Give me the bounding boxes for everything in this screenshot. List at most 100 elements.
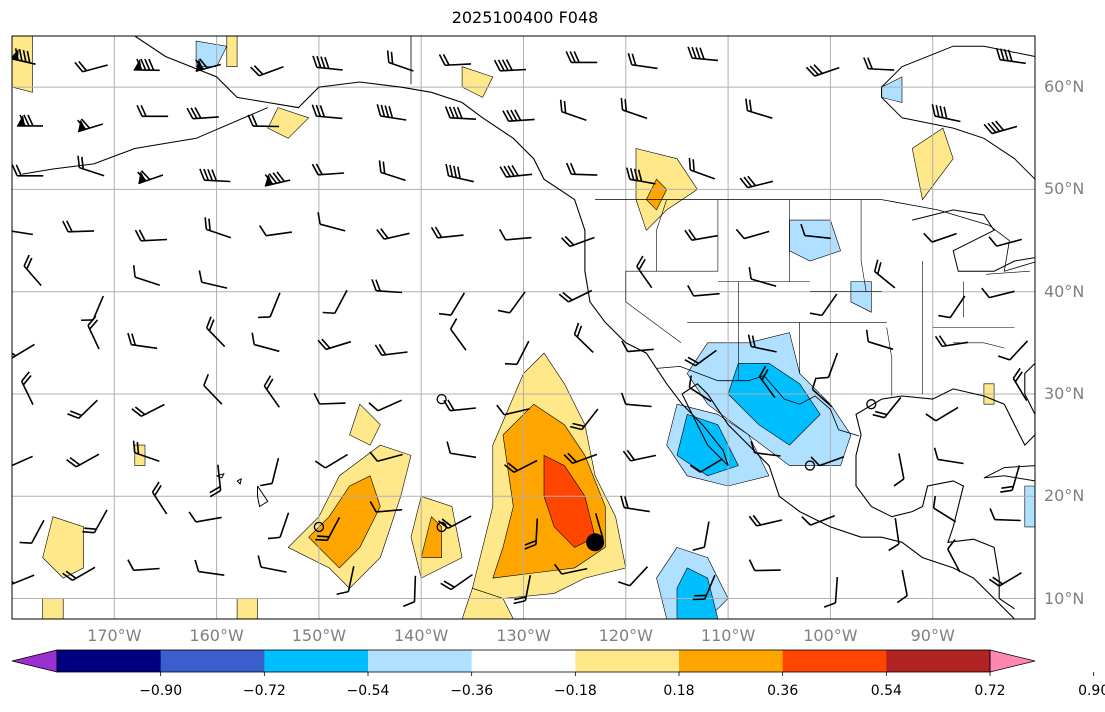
lon-label: 150°W (291, 626, 347, 645)
wind-barb (449, 318, 467, 351)
wind-barb (23, 254, 42, 287)
colorbar-segment (160, 650, 265, 672)
wind-barb (559, 99, 587, 121)
wind-barb (257, 555, 287, 573)
positive-anomaly-area (543, 454, 596, 548)
wind-barb (938, 295, 966, 319)
wind-barb (203, 373, 223, 405)
wind-barb (311, 104, 343, 120)
wind-barb (688, 375, 712, 403)
country-border (656, 365, 860, 437)
wind-barb (446, 441, 477, 459)
state-border (985, 270, 1030, 275)
colorbar-segment (368, 650, 473, 672)
wind-barb (687, 285, 720, 297)
wind-barb (374, 343, 408, 356)
colorbar-tick-label: 0.72 (974, 683, 1006, 699)
lat-label: 30°N (1044, 383, 1085, 403)
wind-barb (735, 228, 770, 240)
wind-barb (127, 332, 158, 350)
wind-barb (934, 335, 969, 348)
wind-barb (311, 163, 345, 176)
wind-barb (688, 157, 716, 180)
wind-barb (504, 340, 530, 366)
wind-barb (622, 449, 657, 462)
wind-barb (247, 114, 280, 128)
colorbar-segment (679, 650, 784, 672)
coastline (881, 45, 1035, 180)
negative-anomaly-area (1024, 485, 1035, 528)
wind-barb (251, 332, 280, 353)
wind-barb (87, 315, 100, 350)
map-frame (11, 35, 1036, 620)
wind-barb (67, 399, 98, 420)
coastline (912, 209, 1035, 272)
wind-barb (989, 508, 1021, 522)
lon-label: 130°W (496, 626, 551, 645)
wind-barb (62, 566, 96, 581)
wind-barb (524, 518, 539, 550)
wind-barb (823, 576, 839, 608)
state-border (860, 199, 867, 292)
wind-barb (692, 574, 716, 601)
wind-barb (563, 452, 598, 465)
wind-barb (995, 47, 1026, 65)
wind-barb (438, 292, 466, 316)
negative-anomaly-area (676, 567, 719, 619)
coastline (134, 36, 1015, 619)
wind-barb (621, 340, 654, 353)
filled-contours (12, 36, 1035, 619)
colorbar-tick-label: −0.36 (450, 683, 494, 699)
wind-barb (925, 406, 959, 422)
wind-barb (748, 266, 777, 287)
wind-barb (627, 52, 658, 70)
wind-barb (443, 399, 476, 412)
wind-barb (314, 453, 349, 469)
positive-anomaly-area (461, 587, 514, 619)
wind-barb (565, 162, 598, 176)
wind-barb (503, 459, 538, 474)
wind-barb (498, 228, 532, 241)
wind-barb (12, 164, 44, 177)
wind-barb (131, 403, 165, 418)
wind-barb (133, 58, 160, 72)
negative-anomaly-area (727, 363, 821, 446)
wind-barb (312, 55, 343, 71)
colorbar-extend-low (11, 649, 58, 673)
positive-anomaly-area (645, 178, 668, 211)
colorbar-segment (575, 650, 680, 672)
wind-barb (565, 51, 598, 64)
wind-barb (636, 255, 653, 289)
wind-barb (739, 175, 774, 189)
wind-barb (74, 60, 108, 73)
positive-anomaly-area (267, 107, 310, 139)
coastline (236, 477, 242, 486)
wind-barb (137, 170, 164, 185)
aleutian-coastline (22, 107, 268, 175)
wind-barb (136, 104, 169, 118)
wind-barb (195, 58, 222, 73)
wind-barb (626, 167, 656, 185)
lon-label: 170°W (87, 626, 142, 645)
map-title: 2025100400 F048 (451, 8, 599, 27)
state-border (625, 271, 682, 344)
wind-barb (430, 226, 464, 239)
wind-barb (20, 371, 34, 405)
wind-barb (66, 453, 100, 468)
wind-barb (62, 220, 95, 233)
wind-barb (194, 559, 225, 576)
lat-label: 40°N (1044, 281, 1085, 301)
wind-barb (198, 270, 228, 289)
colorbar (11, 649, 1095, 676)
colorbar-tick-label: 0.36 (767, 683, 799, 699)
wind-barb (888, 518, 900, 552)
wind-barb (12, 343, 35, 359)
wind-barb (502, 109, 535, 123)
wind-barb (560, 235, 595, 248)
wind-barb (569, 408, 599, 431)
wind-barb (496, 404, 530, 416)
wind-barb (865, 329, 894, 351)
wind-barb (205, 316, 226, 348)
wind-barb (371, 279, 403, 294)
negative-anomaly-area (850, 281, 872, 313)
